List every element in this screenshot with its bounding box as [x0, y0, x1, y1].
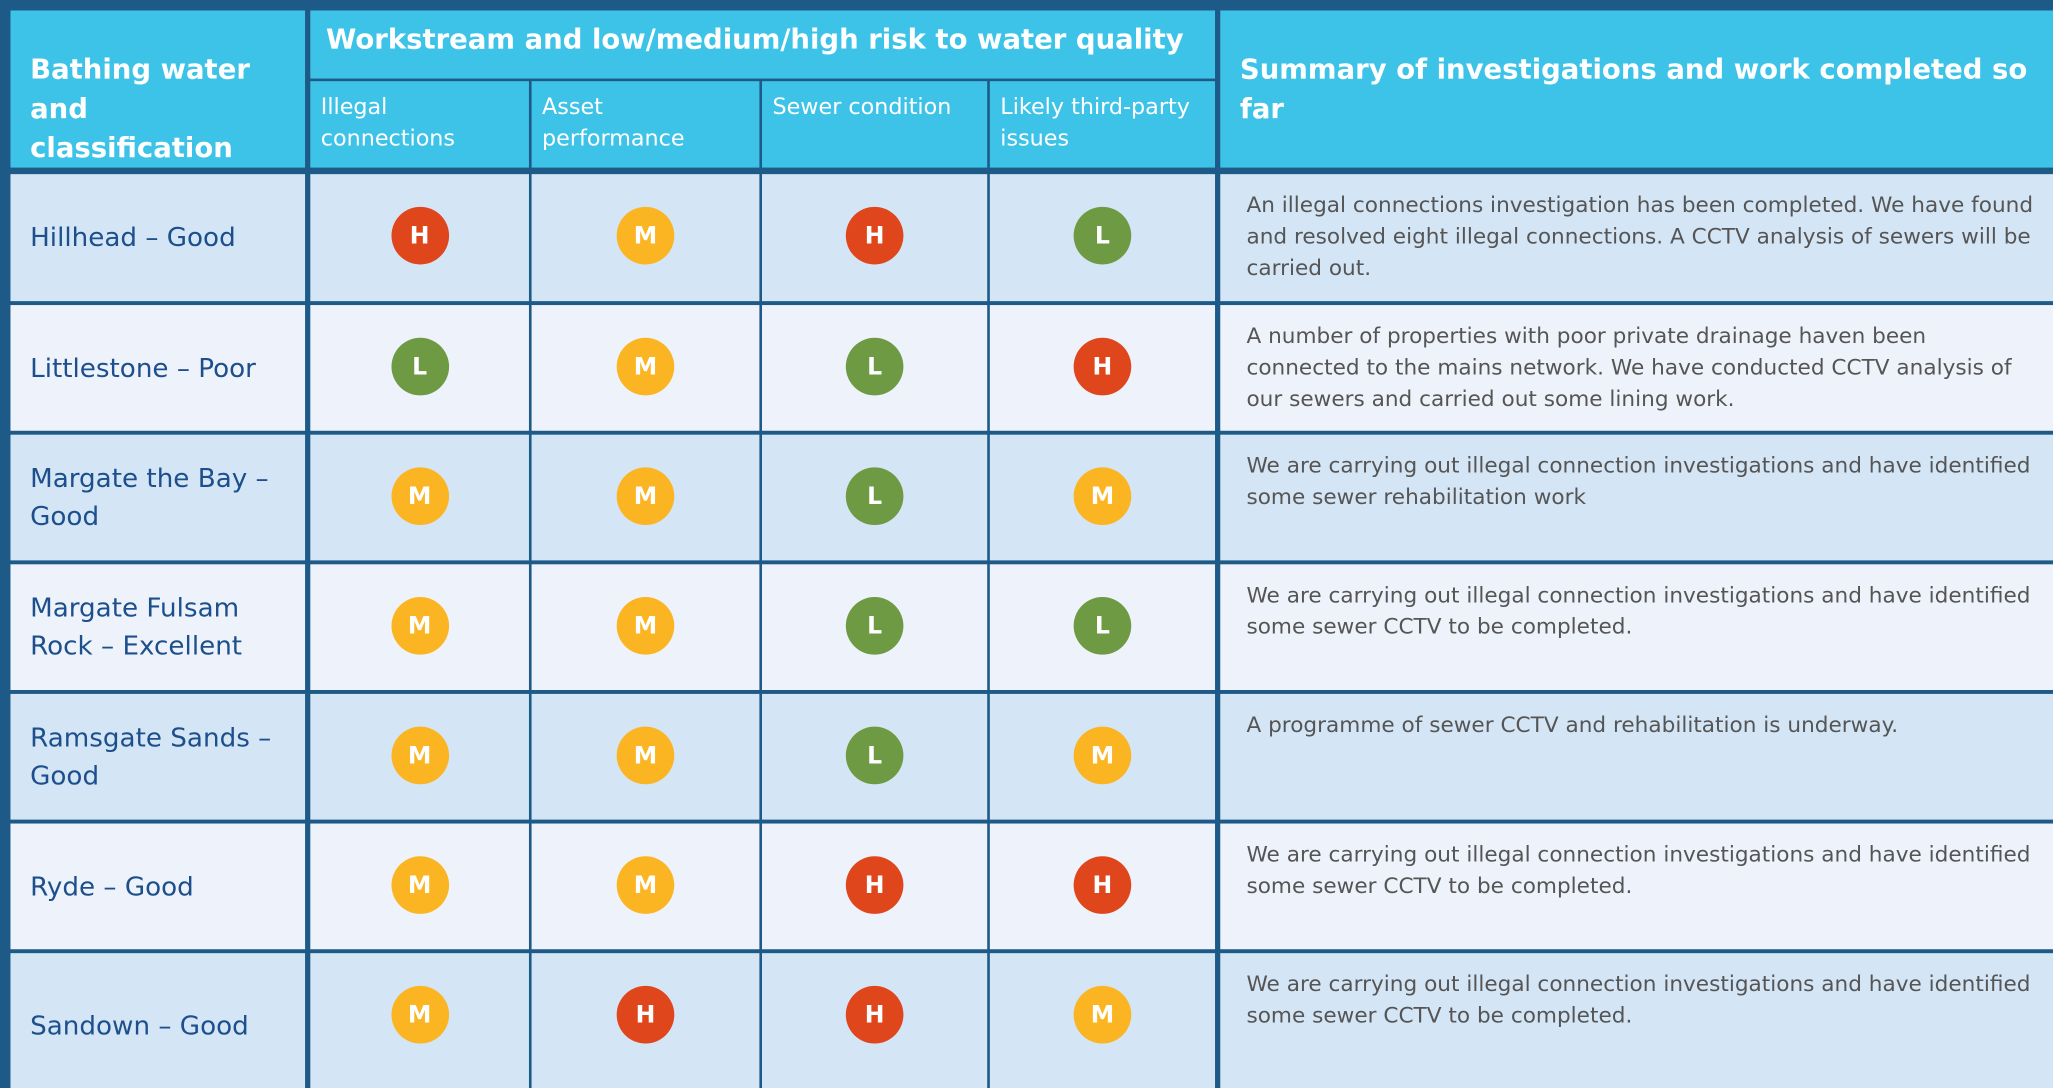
- risk-badge: H: [1073, 856, 1132, 914]
- risk-badge: H: [1073, 337, 1132, 396]
- risk-badge: L: [390, 337, 449, 396]
- row-summary: We are carrying out illegal connection i…: [1220, 953, 2053, 1088]
- risk-badge: M: [616, 726, 675, 785]
- row-name: Ryde – Good: [10, 823, 306, 950]
- risk-badge: M: [616, 467, 675, 526]
- risk-badge: M: [390, 856, 449, 914]
- risk-cell: H: [762, 174, 988, 302]
- risk-badge: M: [390, 597, 449, 655]
- risk-badge: H: [845, 985, 904, 1044]
- risk-cell: H: [762, 953, 988, 1088]
- risk-badge: M: [1073, 985, 1132, 1044]
- risk-badge: H: [390, 206, 449, 265]
- risk-cell: M: [310, 434, 529, 561]
- risk-cell: H: [989, 823, 1216, 950]
- risk-badge: M: [616, 337, 675, 396]
- risk-cell: M: [531, 434, 760, 561]
- risk-cell: H: [762, 823, 988, 950]
- risk-cell: M: [989, 953, 1216, 1088]
- row-name: Ramsgate Sands – Good: [10, 693, 306, 820]
- risk-badge: L: [1073, 206, 1132, 265]
- row-name: Sandown – Good: [10, 953, 306, 1088]
- risk-badge: L: [845, 467, 904, 526]
- row-summary: An illegal connections investigation has…: [1220, 174, 2053, 302]
- risk-cell: L: [762, 693, 988, 820]
- risk-cell: L: [989, 564, 1216, 691]
- header-column: Sewer condition: [762, 81, 988, 168]
- header-summary: Summary of investigations and work compl…: [1220, 10, 2053, 168]
- risk-badge: L: [845, 337, 904, 396]
- risk-cell: L: [762, 564, 988, 691]
- risk-badge: H: [845, 856, 904, 914]
- risk-badge: M: [616, 597, 675, 655]
- risk-badge: M: [616, 206, 675, 265]
- risk-badge: M: [616, 856, 675, 914]
- risk-cell: M: [531, 305, 760, 431]
- row-summary: We are carrying out illegal connection i…: [1220, 564, 2053, 691]
- risk-cell: H: [310, 174, 529, 302]
- risk-cell: M: [310, 564, 529, 691]
- risk-badge: L: [845, 597, 904, 655]
- risk-cell: M: [531, 564, 760, 691]
- row-name: Margate Fulsam Rock – Excellent: [10, 564, 306, 691]
- risk-badge: M: [390, 467, 449, 526]
- risk-cell: H: [531, 953, 760, 1088]
- risk-cell: M: [310, 693, 529, 820]
- risk-cell: M: [531, 174, 760, 302]
- row-summary: We are carrying out illegal connection i…: [1220, 434, 2053, 561]
- row-summary: We are carrying out illegal connection i…: [1220, 823, 2053, 950]
- risk-badge: H: [845, 206, 904, 265]
- risk-badge: M: [390, 726, 449, 785]
- row-name: Hillhead – Good: [10, 174, 306, 302]
- risk-badge: M: [1073, 467, 1132, 526]
- risk-cell: M: [989, 693, 1216, 820]
- row-name: Littlestone – Poor: [10, 305, 306, 431]
- risk-cell: L: [989, 174, 1216, 302]
- header-bathing: Bathing water and classification: [10, 10, 306, 168]
- header-column: Illegal connections: [310, 81, 529, 168]
- risk-badge: M: [1073, 726, 1132, 785]
- row-name: Margate the Bay – Good: [10, 434, 306, 561]
- risk-cell: M: [989, 434, 1216, 561]
- header-workstream: Workstream and low/medium/high risk to w…: [310, 10, 1216, 79]
- risk-cell: L: [762, 305, 988, 431]
- header-column: Likely third-party issues: [989, 81, 1216, 168]
- header-column: Asset performance: [531, 81, 760, 168]
- risk-cell: L: [310, 305, 529, 431]
- risk-cell: L: [762, 434, 988, 561]
- risk-cell: M: [531, 823, 760, 950]
- risk-badge: L: [845, 726, 904, 785]
- risk-cell: M: [310, 953, 529, 1088]
- risk-badge: L: [1073, 597, 1132, 655]
- risk-cell: M: [531, 693, 760, 820]
- risk-badge: M: [390, 985, 449, 1044]
- risk-cell: M: [310, 823, 529, 950]
- row-summary: A programme of sewer CCTV and rehabilita…: [1220, 693, 2053, 820]
- risk-badge: H: [616, 985, 675, 1044]
- row-summary: A number of properties with poor private…: [1220, 305, 2053, 431]
- risk-cell: H: [989, 305, 1216, 431]
